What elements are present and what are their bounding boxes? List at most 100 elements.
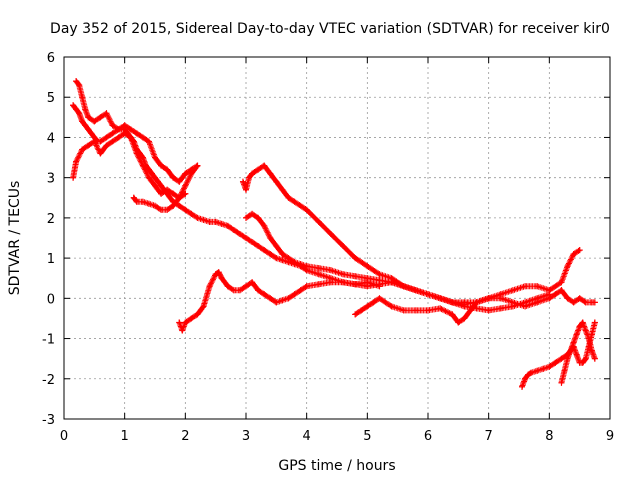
data-point xyxy=(182,170,189,177)
data-point xyxy=(206,283,213,290)
data-point xyxy=(145,174,152,181)
data-point xyxy=(73,78,80,85)
data-point xyxy=(412,287,419,294)
data-point xyxy=(582,355,589,362)
data-point xyxy=(212,218,219,225)
data-point xyxy=(273,255,280,262)
data-point xyxy=(249,239,256,246)
y-tick-label: 5 xyxy=(47,91,55,106)
data-point xyxy=(579,319,586,326)
data-point xyxy=(133,150,140,157)
data-point xyxy=(376,295,383,302)
data-point xyxy=(188,210,195,217)
chart-title: Day 352 of 2015, Sidereal Day-to-day VTE… xyxy=(50,21,610,37)
data-point xyxy=(279,297,286,304)
data-point xyxy=(570,251,577,258)
data-point xyxy=(352,281,359,288)
data-point xyxy=(534,367,541,374)
data-point xyxy=(279,257,286,264)
data-point xyxy=(340,279,347,286)
data-point xyxy=(315,271,322,278)
data-point xyxy=(243,235,249,241)
x-tick-label: 2 xyxy=(181,429,189,444)
data-point xyxy=(437,295,444,302)
data-point xyxy=(352,273,359,280)
series-track-g xyxy=(243,210,492,308)
data-point xyxy=(591,319,598,326)
data-point xyxy=(261,247,268,254)
data-point xyxy=(291,198,298,205)
data-point xyxy=(76,82,83,89)
data-point xyxy=(97,150,104,157)
x-tick-label: 4 xyxy=(303,429,311,444)
data-point xyxy=(79,146,86,153)
data-point xyxy=(509,287,516,294)
data-point xyxy=(485,295,492,302)
y-tick-label: 6 xyxy=(47,51,55,66)
data-point xyxy=(279,251,286,258)
data-point xyxy=(461,301,468,308)
data-point xyxy=(364,303,371,310)
data-point xyxy=(449,311,456,318)
y-tick-label: 1 xyxy=(47,252,55,267)
data-point xyxy=(79,118,86,125)
data-point xyxy=(188,170,195,177)
data-point xyxy=(591,355,598,362)
data-point xyxy=(243,283,249,290)
data-point xyxy=(115,126,122,133)
data-point xyxy=(91,138,98,145)
data-point xyxy=(273,243,280,250)
data-point xyxy=(85,142,92,149)
data-point xyxy=(573,331,580,338)
data-point xyxy=(127,134,134,141)
data-point xyxy=(255,166,262,173)
data-point xyxy=(576,295,583,302)
data-point xyxy=(303,206,310,213)
data-point xyxy=(558,355,565,362)
data-point xyxy=(591,299,598,306)
data-point xyxy=(103,110,110,117)
data-point xyxy=(249,170,256,177)
data-point xyxy=(82,122,89,129)
data-point xyxy=(327,230,334,237)
data-point xyxy=(267,235,274,241)
x-tick-label: 3 xyxy=(242,429,250,444)
data-point xyxy=(194,162,201,169)
data-point xyxy=(558,379,565,386)
series-track-d xyxy=(130,162,201,213)
data-point xyxy=(267,170,274,177)
data-point xyxy=(519,383,526,390)
data-point xyxy=(224,222,231,229)
x-tick-label: 0 xyxy=(60,429,68,444)
data-point xyxy=(182,206,189,213)
data-point xyxy=(139,162,146,169)
data-point xyxy=(255,287,262,294)
data-point xyxy=(97,114,104,121)
data-point xyxy=(497,291,504,298)
data-point xyxy=(182,182,189,189)
data-point xyxy=(109,138,116,145)
data-point xyxy=(206,218,213,225)
data-point xyxy=(388,303,395,310)
data-point xyxy=(364,275,371,282)
data-point xyxy=(179,327,186,334)
data-point xyxy=(164,166,171,173)
data-point xyxy=(176,202,183,209)
data-point xyxy=(567,347,574,354)
data-point xyxy=(546,363,553,370)
data-point xyxy=(236,287,243,294)
data-point xyxy=(182,319,189,326)
data-point xyxy=(200,303,207,310)
x-tick-label: 1 xyxy=(121,429,129,444)
data-point xyxy=(461,315,468,322)
data-point xyxy=(133,198,140,205)
data-point xyxy=(88,130,95,137)
data-point xyxy=(273,178,280,185)
data-point xyxy=(170,174,177,181)
data-point xyxy=(194,311,201,318)
data-point xyxy=(261,291,268,298)
data-point xyxy=(297,261,304,268)
data-point xyxy=(352,311,359,318)
data-point xyxy=(582,299,589,306)
y-tick-label: 3 xyxy=(47,172,55,187)
